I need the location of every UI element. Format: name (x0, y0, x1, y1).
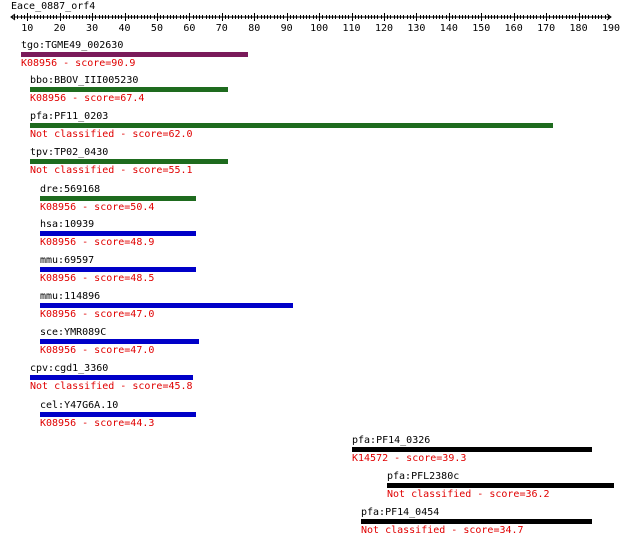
hit-name-link[interactable]: tgo:TGME49_002630 (21, 40, 124, 51)
hit-score-label: Not classified - score=55.1 (30, 165, 193, 176)
sequence-axis: 10 20 30 40 50 60 70 80 90 100 110 120 130 140 150 160 1… (10, 13, 620, 34)
hit-row[interactable]: tgo:TGME49_002630 K08956 - score=90.9 (21, 40, 248, 70)
axis-tick-label: 170 (537, 23, 555, 34)
hit-score-label: Not classified - score=34.7 (361, 525, 524, 536)
alignment-bar[interactable] (40, 412, 196, 417)
hit-score-label: Not classified - score=45.8 (30, 381, 193, 392)
axis-tick-label: 20 (54, 23, 66, 34)
hit-name-link[interactable]: pfa:PF11_0203 (30, 111, 109, 122)
hit-score-label: K08956 - score=48.9 (40, 237, 155, 248)
hit-score-label: K08956 - score=90.9 (21, 58, 136, 69)
hit-row[interactable]: hsa:10939 K08956 - score=48.9 (40, 219, 196, 249)
alignment-bar[interactable] (21, 52, 248, 57)
alignment-bar[interactable] (40, 196, 196, 201)
alignment-bar[interactable] (40, 231, 196, 236)
axis-tick-label: 190 (602, 23, 620, 34)
axis-left-arrow (10, 13, 16, 21)
hit-score-label: K08956 - score=47.0 (40, 309, 155, 320)
hit-name-link[interactable]: cpv:cgd1_3360 (30, 363, 109, 374)
hit-name-link[interactable]: mmu:69597 (40, 255, 95, 266)
axis-tick-label: 110 (343, 23, 361, 34)
axis-tick-label: 140 (440, 23, 458, 34)
hit-score-label: K14572 - score=39.3 (352, 453, 467, 464)
axis-tick-label: 80 (248, 23, 260, 34)
axis-tick-label: 90 (281, 23, 293, 34)
hit-name-link[interactable]: tpv:TP02_0430 (30, 147, 109, 158)
hit-row[interactable]: tpv:TP02_0430 Not classified - score=55.1 (30, 147, 228, 177)
hit-row[interactable]: cel:Y47G6A.10 K08956 - score=44.3 (40, 400, 196, 430)
hit-name-link[interactable]: pfa:PF14_0454 (361, 507, 440, 518)
hit-name-link[interactable]: pfa:PF14_0326 (352, 435, 431, 446)
hit-name-link[interactable]: sce:YMR089C (40, 327, 107, 338)
hit-score-label: Not classified - score=36.2 (387, 489, 550, 500)
hit-name-link[interactable]: mmu:114896 (40, 291, 101, 302)
hit-score-label: Not classified - score=62.0 (30, 129, 193, 140)
axis-tick-label: 50 (151, 23, 163, 34)
hit-score-label: K08956 - score=47.0 (40, 345, 155, 356)
axis-tick-label: 130 (407, 23, 425, 34)
hit-score-label: K08956 - score=67.4 (30, 93, 145, 104)
hit-row[interactable]: mmu:114896 K08956 - score=47.0 (40, 291, 293, 321)
axis-tick-label: 70 (216, 23, 228, 34)
hit-name-link[interactable]: pfa:PFL2380c (387, 471, 460, 482)
hit-row[interactable]: mmu:69597 K08956 - score=48.5 (40, 255, 196, 285)
hit-score-label: K08956 - score=44.3 (40, 418, 155, 429)
hit-row[interactable]: pfa:PF11_0203 Not classified - score=62.0 (30, 111, 553, 141)
axis-tick-label: 150 (472, 23, 490, 34)
hit-name-link[interactable]: cel:Y47G6A.10 (40, 400, 119, 411)
axis-tick-label: 60 (183, 23, 195, 34)
hit-row[interactable]: bbo:BBOV_III005230 K08956 - score=67.4 (30, 75, 228, 105)
axis-tick-label: 120 (375, 23, 393, 34)
alignment-bar[interactable] (30, 87, 228, 92)
hit-name-link[interactable]: dre:569168 (40, 184, 101, 195)
hit-name-link[interactable]: hsa:10939 (40, 219, 95, 230)
hit-row[interactable]: sce:YMR089C K08956 - score=47.0 (40, 327, 199, 357)
axis-tick-label: 180 (570, 23, 588, 34)
alignment-bar[interactable] (40, 339, 199, 344)
axis-tick-label: 160 (505, 23, 523, 34)
alignment-bar[interactable] (361, 519, 592, 524)
hit-score-label: K08956 - score=48.5 (40, 273, 155, 284)
axis-tick-label: 100 (310, 23, 328, 34)
hit-row[interactable]: dre:569168 K08956 - score=50.4 (40, 184, 196, 214)
hit-row[interactable]: pfa:PF14_0326 K14572 - score=39.3 (352, 435, 592, 465)
alignment-bar[interactable] (30, 123, 553, 128)
alignment-bar[interactable] (387, 483, 614, 488)
alignment-bar[interactable] (30, 159, 228, 164)
hit-row[interactable]: pfa:PF14_0454 Not classified - score=34.7 (361, 507, 592, 537)
axis-tick-label: 10 (21, 23, 33, 34)
alignment-bar[interactable] (352, 447, 592, 452)
hit-row[interactable]: pfa:PFL2380c Not classified - score=36.2 (387, 471, 614, 501)
hit-row[interactable]: cpv:cgd1_3360 Not classified - score=45.8 (30, 363, 193, 393)
alignment-bar[interactable] (30, 375, 193, 380)
alignment-bar[interactable] (40, 267, 196, 272)
query-title: Eace_0887_orf4 (11, 1, 96, 12)
axis-tick-label: 30 (86, 23, 98, 34)
hit-score-label: K08956 - score=50.4 (40, 202, 155, 213)
alignment-bar[interactable] (40, 303, 293, 308)
hit-name-link[interactable]: bbo:BBOV_III005230 (30, 75, 139, 86)
axis-tick-label: 40 (118, 23, 130, 34)
